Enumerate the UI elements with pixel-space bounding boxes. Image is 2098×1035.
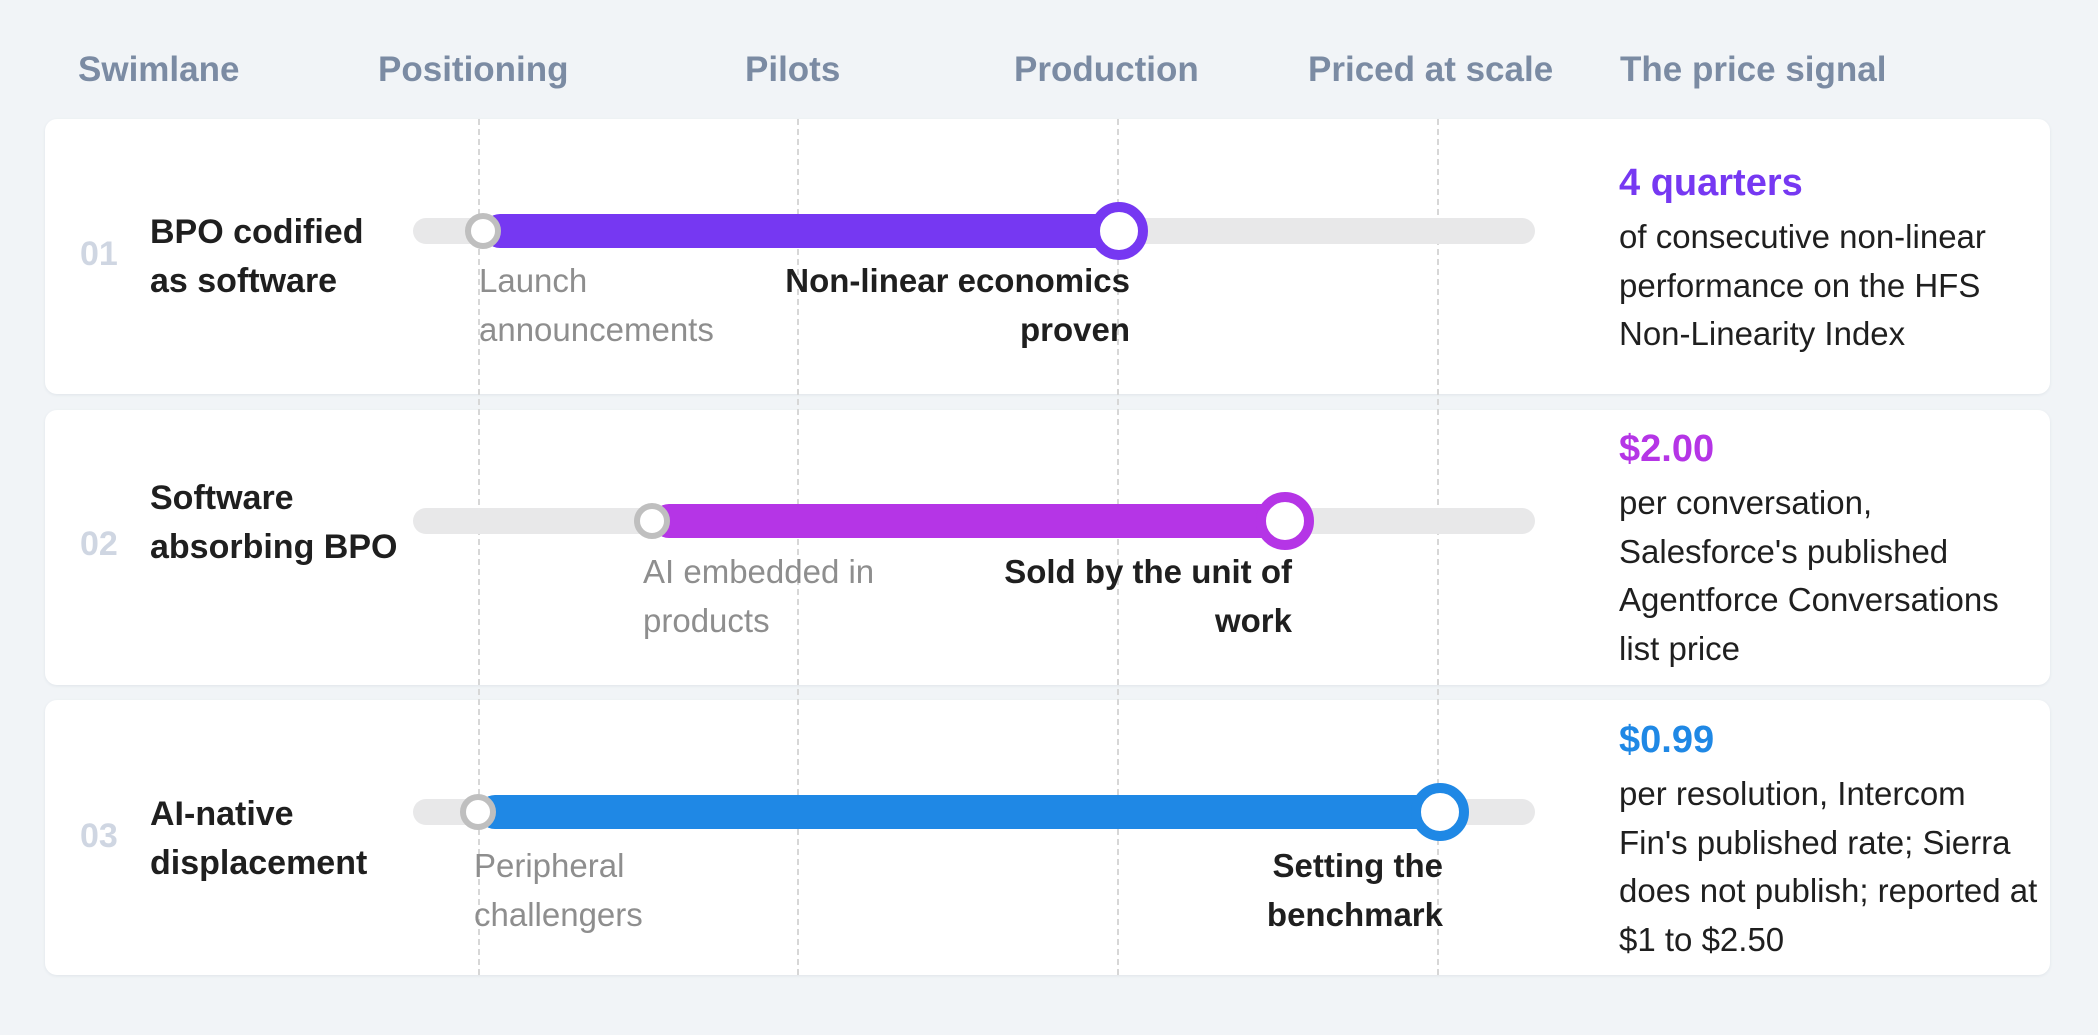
start-marker — [634, 503, 670, 539]
lane-number: 01 — [80, 235, 118, 273]
price-signal-value: $0.99 — [1619, 719, 1715, 761]
price-signal-value: $2.00 — [1619, 428, 1715, 470]
end-label: Non-linear economics proven — [785, 262, 1130, 348]
lane-number: 02 — [80, 525, 118, 563]
start-label: Peripheral challengers — [474, 847, 643, 933]
end-label: Sold by the unit of work — [1004, 553, 1292, 639]
lane-number: 03 — [80, 817, 118, 855]
end-marker — [1411, 783, 1469, 841]
swimlane-card-3 — [45, 700, 2050, 975]
price-signal-value: 4 quarters — [1619, 162, 1803, 204]
column-header-positioning: Positioning — [378, 50, 569, 89]
column-header-production: Production — [1014, 50, 1199, 89]
start-marker — [460, 794, 496, 830]
start-label: AI embedded in products — [643, 553, 875, 639]
column-header-pilots: Pilots — [745, 50, 841, 89]
lane-name: BPO codified as software — [150, 213, 364, 300]
start-marker — [465, 213, 501, 249]
end-label: Setting the benchmark — [1266, 847, 1443, 933]
price-signal-description: per conversation, Salesforce's published… — [1619, 484, 1999, 667]
lane-name: AI-native displacement — [150, 795, 368, 882]
column-header-price-signal: The price signal — [1620, 50, 1887, 89]
lane-progress-bar — [478, 795, 1440, 829]
swimlane-card-1 — [45, 119, 2050, 394]
lane-name: Software absorbing BPO — [150, 479, 398, 566]
price-signal-description: per resolution, Intercom Fin's published… — [1619, 775, 2038, 958]
column-header-swimlane: Swimlane — [78, 50, 240, 89]
lane-progress-bar — [652, 504, 1292, 538]
end-marker — [1256, 492, 1314, 550]
column-header-priced-at-scale: Priced at scale — [1308, 50, 1554, 89]
price-signal-description: of consecutive non-linear performance on… — [1619, 218, 1986, 352]
swimlane-card-2 — [45, 410, 2050, 685]
end-marker — [1090, 202, 1148, 260]
lane-progress-bar — [483, 214, 1118, 248]
start-label: Launch announcements — [479, 262, 714, 348]
